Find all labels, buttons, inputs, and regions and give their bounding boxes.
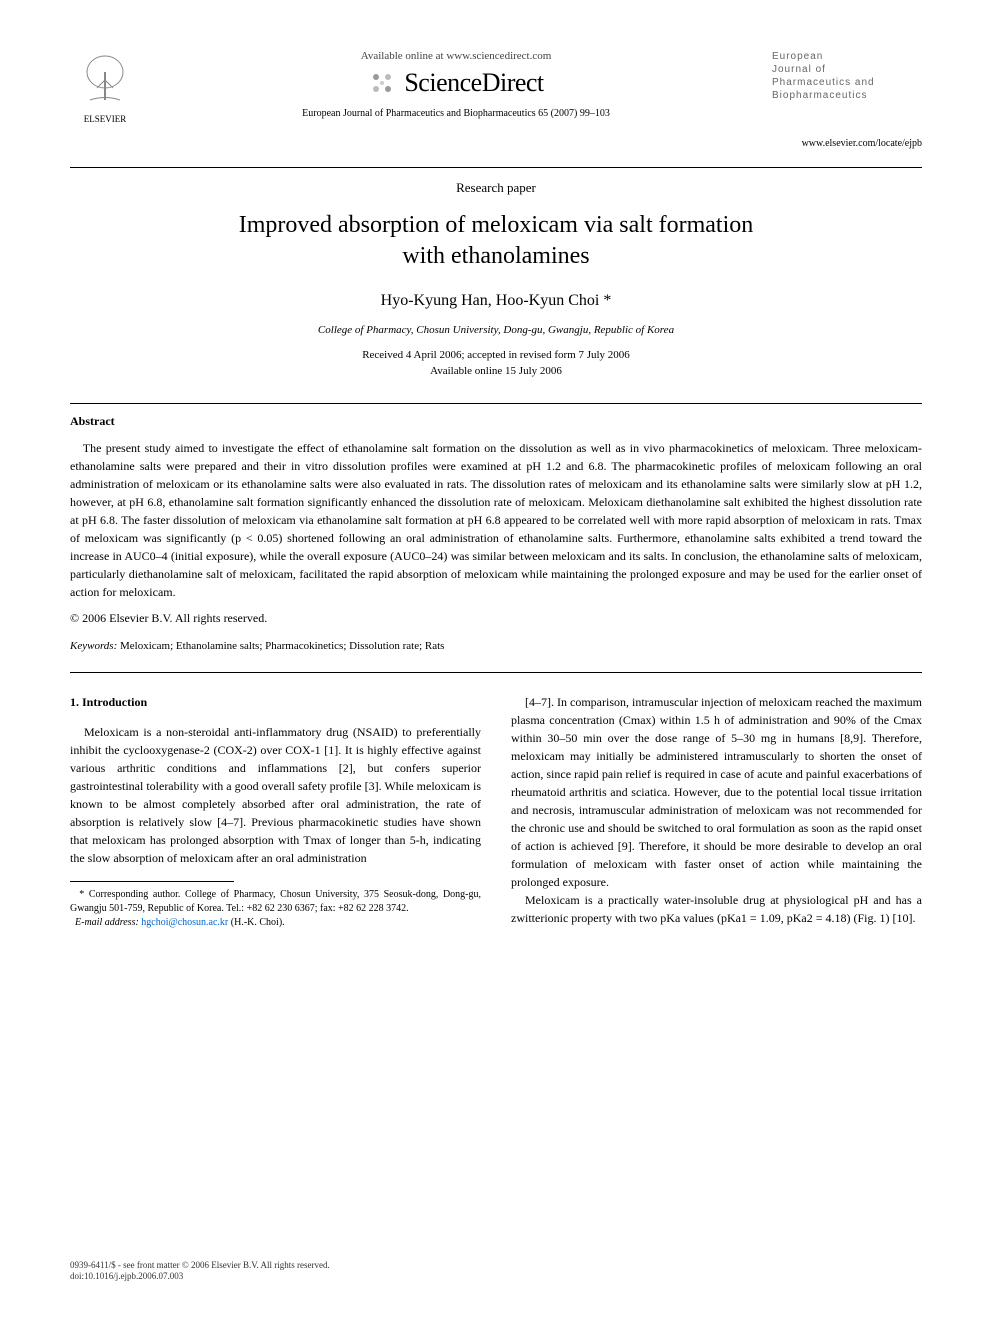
email-link[interactable]: hgchoi@chosun.ac.kr bbox=[139, 917, 231, 928]
intro-paragraph-2: [4–7]. In comparison, intramuscular inje… bbox=[511, 693, 922, 891]
copyright-line: © 2006 Elsevier B.V. All rights reserved… bbox=[70, 611, 922, 626]
abstract-heading: Abstract bbox=[70, 414, 922, 429]
keywords-text: Meloxicam; Ethanolamine salts; Pharmacok… bbox=[117, 640, 444, 652]
journal-citation: European Journal of Pharmaceutics and Bi… bbox=[140, 108, 772, 119]
journal-line: Biopharmaceutics bbox=[772, 89, 922, 102]
elsevier-tree-icon bbox=[75, 50, 135, 110]
email-label: E-mail address: bbox=[75, 917, 139, 928]
sciencedirect-logo: ScienceDirect bbox=[140, 68, 772, 98]
page-footer: 0939-6411/$ - see front matter © 2006 El… bbox=[70, 1260, 330, 1283]
footnote-rule bbox=[70, 881, 234, 882]
section-1-heading: 1. Introduction bbox=[70, 693, 481, 711]
abstract-body: The present study aimed to investigate t… bbox=[70, 439, 922, 601]
intro-paragraph-3: Meloxicam is a practically water-insolub… bbox=[511, 891, 922, 927]
title-line-2: with ethanolamines bbox=[402, 243, 589, 269]
keywords-line: Keywords: Meloxicam; Ethanolamine salts;… bbox=[70, 640, 922, 652]
header-rule bbox=[70, 167, 922, 168]
body-columns: 1. Introduction Meloxicam is a non-stero… bbox=[70, 693, 922, 930]
header-center: Available online at www.sciencedirect.co… bbox=[140, 50, 772, 123]
abstract-text: The present study aimed to investigate t… bbox=[70, 441, 922, 599]
email-who: (H.-K. Choi). bbox=[231, 917, 285, 928]
elsevier-label: ELSEVIER bbox=[70, 114, 140, 124]
paper-type: Research paper bbox=[70, 180, 922, 196]
journal-title-box: European Journal of Pharmaceutics and Bi… bbox=[772, 50, 922, 102]
right-column: [4–7]. In comparison, intramuscular inje… bbox=[511, 693, 922, 930]
elsevier-logo: ELSEVIER bbox=[70, 50, 140, 130]
journal-line: European bbox=[772, 50, 922, 63]
intro-paragraph-1: Meloxicam is a non-steroidal anti-inflam… bbox=[70, 723, 481, 867]
corresponding-author-footnote: * Corresponding author. College of Pharm… bbox=[70, 888, 481, 930]
title-line-1: Improved absorption of meloxicam via sal… bbox=[239, 212, 754, 238]
abstract-bottom-rule bbox=[70, 672, 922, 673]
authors: Hyo-Kyung Han, Hoo-Kyun Choi * bbox=[70, 292, 922, 310]
footer-doi: doi:10.1016/j.ejpb.2006.07.003 bbox=[70, 1271, 183, 1281]
dates-received: Received 4 April 2006; accepted in revis… bbox=[362, 349, 630, 361]
left-column: 1. Introduction Meloxicam is a non-stero… bbox=[70, 693, 481, 930]
paper-title: Improved absorption of meloxicam via sal… bbox=[70, 210, 922, 272]
keywords-label: Keywords: bbox=[70, 640, 117, 652]
journal-line: Journal of bbox=[772, 63, 922, 76]
abstract-top-rule bbox=[70, 403, 922, 404]
sciencedirect-icon bbox=[368, 69, 396, 97]
available-online-text: Available online at www.sciencedirect.co… bbox=[140, 50, 772, 62]
dates-online: Available online 15 July 2006 bbox=[430, 365, 562, 377]
affiliation: College of Pharmacy, Chosun University, … bbox=[70, 324, 922, 336]
footer-line-1: 0939-6411/$ - see front matter © 2006 El… bbox=[70, 1260, 330, 1270]
footnote-corr: * Corresponding author. College of Pharm… bbox=[70, 889, 481, 914]
locate-url[interactable]: www.elsevier.com/locate/ejpb bbox=[70, 138, 922, 149]
page-header: ELSEVIER Available online at www.science… bbox=[70, 50, 922, 130]
sciencedirect-text: ScienceDirect bbox=[404, 68, 543, 98]
publication-dates: Received 4 April 2006; accepted in revis… bbox=[70, 348, 922, 379]
journal-line: Pharmaceutics and bbox=[772, 76, 922, 89]
